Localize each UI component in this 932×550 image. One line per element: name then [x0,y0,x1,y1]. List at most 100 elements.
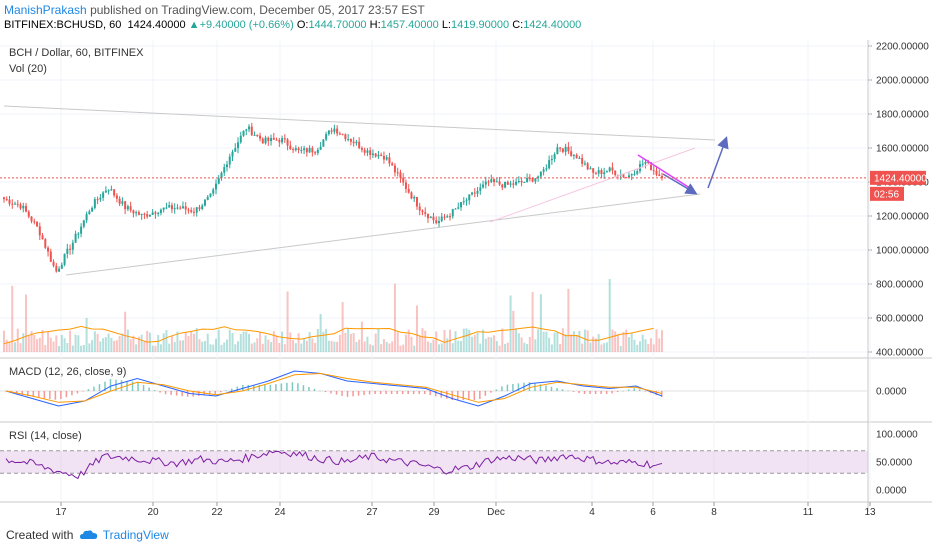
volume-bar [363,341,366,352]
macd-histogram-bar [313,388,316,391]
volume-bar [539,294,542,352]
volume-bar [110,337,113,352]
candle-body [658,174,661,177]
macd-histogram-bar [264,385,266,391]
candle-body [278,140,281,143]
volume-bar [655,329,658,352]
candle-body [413,197,416,199]
candle-body [418,206,421,211]
candle-body [347,138,350,140]
candle-body [289,145,292,150]
candle-body [74,233,77,243]
candle-body [550,158,553,161]
volume-bar [283,344,286,352]
volume-bar [355,341,358,352]
volume-bar [316,329,319,352]
macd-histogram-bar [175,391,178,396]
volume-bar [179,340,182,352]
rsi-pane-title: RSI (14, close) [9,430,82,442]
volume-bar [561,328,564,352]
candle-body [256,134,259,136]
volume-bar [217,329,220,352]
volume-bar [143,341,146,352]
macd-histogram-bar [275,384,277,391]
candle-body [504,181,507,188]
candle-body [223,167,226,173]
tradingview-logo[interactable]: TradingView [79,528,169,542]
volume-bar [473,334,476,352]
symbol-label[interactable]: BITFINEX:BCHUSD, 60 [4,19,122,31]
candle-body [168,205,171,208]
macd-histogram-bar [611,391,613,394]
candle-body [581,158,584,164]
candle-body [33,221,36,223]
macd-histogram-bar [644,391,646,392]
volume-bar [239,334,242,352]
candle-body [396,172,399,174]
author-link[interactable]: ManishPrakash [4,3,87,17]
macd-histogram-bar [556,388,558,391]
last-price-tag-label: 1424.40000 [874,173,927,184]
volume-bar [360,321,363,352]
macd-histogram-bar [335,391,338,395]
macd-histogram-bar [49,391,51,400]
candle-body [611,167,614,171]
tradingview-brand: TradingView [102,528,169,542]
volume-bar [74,334,77,352]
candle-body [443,216,446,218]
volume-bar [344,332,347,352]
macd-histogram-bar [484,391,487,396]
candle-body [661,176,663,178]
volume-bar [248,333,251,352]
candle-body [77,233,80,235]
candle-body [553,154,556,159]
volume-bar [630,333,633,352]
candle-body [462,201,465,203]
macd-histogram-bar [561,389,564,391]
volume-bar [330,340,333,352]
candle-body [479,187,482,191]
macd-histogram-bar [578,391,580,394]
volume-bar [578,331,581,352]
volume-bar [99,341,102,352]
candle-body [603,172,606,174]
macd-histogram-bar [170,391,172,395]
signal-line [5,372,663,403]
volume-bar [38,337,41,352]
price-tick-label: 1000.00000 [876,246,929,257]
candle-body [641,163,644,165]
price-tick-label: 2200.00000 [876,42,929,53]
macd-histogram-bar [302,385,305,391]
candle-body [526,177,529,183]
candle-body [545,168,548,170]
price-tick-label: 1600.00000 [876,144,929,155]
volume-bar [559,343,562,352]
chart-canvas[interactable]: 2200.00000 2000.00000 1800.00000 1600.00000… [0,0,932,528]
candle-body [570,151,573,156]
candle-body [336,128,339,134]
volume-bar [181,340,184,352]
candle-body [126,206,129,210]
volume-bar [658,338,661,352]
candle-body [622,174,625,178]
candle-body [283,138,286,140]
candle-body [85,214,88,221]
volume-bar [605,342,608,352]
up-projection-arrow [707,136,729,189]
volume-bar [347,328,350,352]
volume-bar [526,344,529,352]
macd-histogram-bar [446,391,448,399]
candle-body [242,130,245,136]
volume-bar [52,341,55,352]
volume-bar [498,345,501,352]
volume-bar [583,329,586,352]
macd-histogram-bar [16,391,18,394]
candle-body [633,173,636,175]
volume-bar [553,332,556,352]
candle-body [253,134,256,136]
candle-body [366,150,369,153]
volume-bar [275,335,278,352]
volume-bar [129,339,132,352]
volume-indicator-label: Vol (20) [9,63,47,75]
candle-body [14,203,17,205]
